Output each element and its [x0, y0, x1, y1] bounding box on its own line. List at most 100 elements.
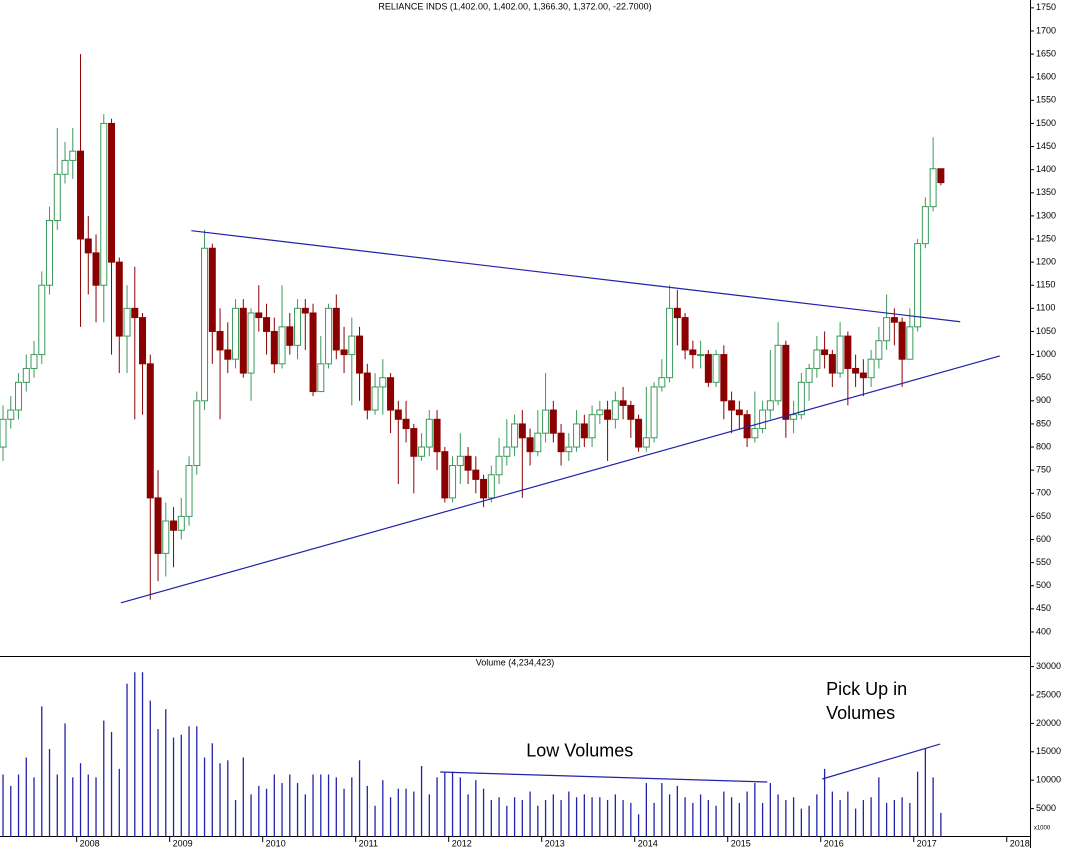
candle-body	[433, 418, 441, 453]
candle-body	[278, 326, 286, 365]
candle-body	[92, 252, 100, 286]
y-tick-label: 600	[1036, 534, 1051, 544]
candle-body	[185, 465, 193, 517]
candle-body	[30, 354, 38, 369]
y-tick-label: 1450	[1036, 141, 1056, 151]
y-tick-label: 1400	[1036, 164, 1056, 174]
candle-body	[735, 409, 743, 416]
candle-body	[666, 307, 674, 379]
candle-body	[139, 317, 147, 365]
candle-body	[69, 150, 77, 161]
candle-body	[689, 349, 697, 356]
candle-body	[852, 367, 860, 374]
candle-body	[914, 243, 922, 328]
candle-body	[100, 122, 108, 286]
y-tick-label: 1550	[1036, 95, 1056, 105]
candle-body	[898, 321, 906, 360]
x-tick-label: 2010	[266, 838, 286, 848]
x-tick-label: 2009	[173, 838, 193, 848]
candle-body	[216, 330, 224, 351]
candle-body	[890, 317, 898, 323]
y-tick-label: 850	[1036, 418, 1051, 428]
candle-body	[84, 238, 92, 254]
candle-body	[232, 307, 240, 360]
candle-body	[867, 358, 875, 379]
candle-body	[557, 432, 565, 453]
candle-body	[108, 122, 116, 263]
candle-body	[224, 349, 232, 360]
candle-body	[906, 326, 914, 360]
y-tick-label: 1150	[1036, 280, 1055, 290]
x-tick-label: 2018	[1010, 838, 1030, 848]
candle-body	[456, 455, 464, 467]
candle-body	[0, 418, 7, 448]
candle-body	[751, 428, 759, 439]
candle-body	[611, 400, 619, 420]
x-tick-label: 2011	[359, 838, 378, 848]
candle-body	[425, 418, 433, 448]
candle-body	[379, 377, 387, 388]
y-tick-label: 400	[1036, 626, 1051, 636]
candle-body	[146, 363, 154, 499]
candle-body	[286, 326, 294, 346]
candle-body	[309, 312, 317, 393]
candle-body	[766, 400, 774, 411]
y-tick-label: 1200	[1036, 256, 1056, 266]
candle-body	[449, 465, 457, 499]
candle-body	[929, 168, 937, 208]
unit-label: x1000	[1034, 826, 1051, 832]
y-tick-label: 1050	[1036, 326, 1056, 336]
y-tick-label: 15000	[1036, 746, 1061, 756]
candle-body	[704, 354, 712, 383]
y-tick-label: 10000	[1036, 775, 1061, 785]
candle-body	[549, 409, 557, 434]
candle-body	[441, 451, 449, 499]
candle-body	[363, 372, 371, 411]
candle-body	[821, 349, 829, 356]
trendline	[120, 355, 1000, 604]
candle-body	[317, 363, 325, 393]
candle-body	[635, 418, 643, 448]
candle-body	[131, 307, 139, 319]
candle-body	[681, 317, 689, 351]
y-tick-label: 25000	[1036, 689, 1061, 699]
candle-body	[673, 307, 681, 319]
candle-body	[596, 409, 604, 416]
candle-body	[859, 372, 867, 379]
y-tick-label: 1000	[1036, 349, 1056, 359]
candle-body	[774, 344, 782, 402]
candle-body	[526, 437, 534, 453]
candle-body	[201, 247, 209, 402]
candle-body	[875, 340, 883, 360]
candle-body	[580, 423, 588, 439]
candle-body	[937, 168, 945, 184]
candle-body	[123, 307, 131, 337]
y-tick-label: 1500	[1036, 118, 1056, 128]
candle-body	[301, 307, 309, 314]
y-tick-label: 550	[1036, 557, 1051, 567]
candle-body	[573, 423, 581, 448]
volume-title: Volume (4,234,423)	[476, 657, 555, 667]
candle-body	[332, 307, 340, 351]
candle-body	[588, 414, 596, 439]
y-tick-label: 650	[1036, 511, 1051, 521]
candle-body	[790, 414, 798, 420]
candle-body	[239, 307, 247, 374]
candle-body	[38, 284, 46, 356]
candle-body	[394, 409, 402, 420]
candle-body	[208, 247, 216, 332]
candle-body	[542, 409, 550, 434]
candle-body	[805, 367, 813, 383]
y-tick-label: 1750	[1036, 2, 1056, 12]
candle-body	[46, 220, 54, 286]
x-tick-label: 2016	[824, 838, 844, 848]
candle-body	[565, 446, 573, 453]
candle-body	[410, 428, 418, 457]
y-tick-label: 1700	[1036, 25, 1056, 35]
candle-body	[642, 437, 650, 448]
y-tick-label: 900	[1036, 395, 1051, 405]
candle-body	[712, 354, 720, 383]
candle-body	[828, 354, 836, 374]
y-tick-label: 20000	[1036, 718, 1061, 728]
candle-body	[263, 317, 271, 332]
